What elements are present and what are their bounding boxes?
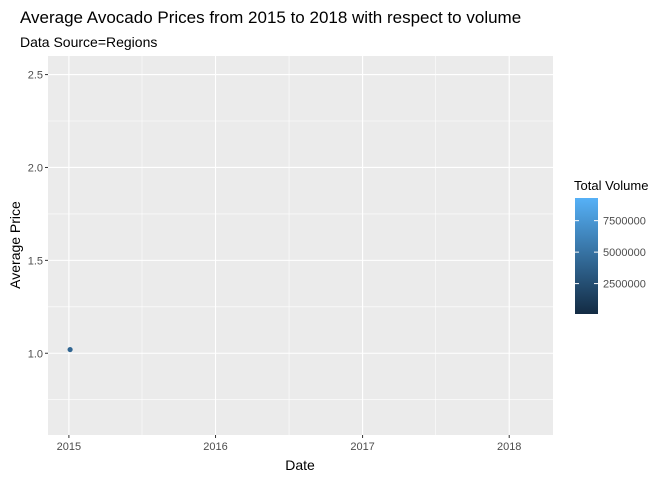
- major-gridlines: [48, 56, 553, 435]
- data-points: [67, 346, 73, 353]
- y-axis-title: Average Price: [7, 201, 23, 289]
- y-tick-label: 2.5: [28, 70, 43, 82]
- y-axis-ticks: 1.0 1.5 2.0 2.5: [28, 70, 48, 360]
- data-point: [67, 346, 73, 353]
- x-tick-label: 2015: [57, 441, 81, 453]
- legend-colorbar: [575, 198, 598, 314]
- legend-ticks: 7500000 5000000 2500000: [575, 216, 646, 291]
- x-axis-title: Date: [285, 457, 315, 473]
- legend-label: 2500000: [603, 279, 646, 291]
- minor-gridlines: [48, 56, 553, 435]
- legend-label: 5000000: [603, 247, 646, 259]
- x-tick-label: 2017: [350, 441, 374, 453]
- legend-title: Total Volume: [574, 178, 648, 193]
- y-tick-label: 1.0: [28, 348, 43, 360]
- legend: Total Volume 7500000 5000000 2500000: [574, 178, 648, 314]
- x-axis-ticks: 2015 2016 2017 2018: [57, 435, 521, 453]
- y-tick-label: 1.5: [28, 255, 43, 267]
- x-tick-label: 2016: [203, 441, 227, 453]
- y-tick-label: 2.0: [28, 162, 43, 174]
- x-tick-label: 2018: [497, 441, 521, 453]
- plot-panel: [48, 56, 553, 435]
- chart-subtitle: Data Source=Regions: [20, 34, 157, 50]
- legend-label: 7500000: [603, 216, 646, 228]
- chart-title: Average Avocado Prices from 2015 to 2018…: [20, 8, 521, 27]
